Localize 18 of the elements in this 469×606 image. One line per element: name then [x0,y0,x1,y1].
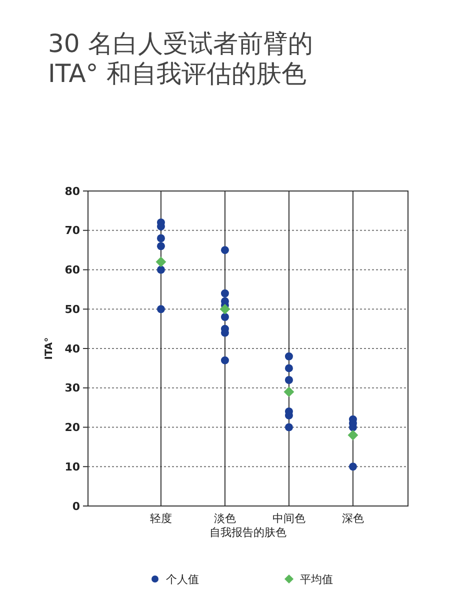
x-tick-label: 深色 [342,512,364,525]
y-tick-label: 60 [64,264,80,277]
x-tick-label: 轻度 [150,512,172,525]
chart-title: 30 名白人受试者前臂的 ITA° 和自我评估的肤色 [48,29,313,88]
y-tick-label: 40 [64,342,80,356]
x-axis-title: 自我报告的肤色 [210,526,286,539]
y-tick-label: 80 [64,184,80,198]
legend-label: 个人值 [166,572,199,586]
y-tick-label: 70 [64,224,80,238]
y-tick-label: 10 [64,460,80,474]
x-tick-label: 淡色 [214,512,236,525]
y-axis-title: ITA° [44,337,55,360]
y-tick-label: 50 [64,302,80,316]
y-tick-label: 20 [64,421,80,434]
y-tick-label: 30 [64,382,80,395]
x-tick-label: 中间色 [272,512,306,525]
y-tick-label: 0 [72,500,80,513]
legend-label: 平均值 [300,572,333,586]
